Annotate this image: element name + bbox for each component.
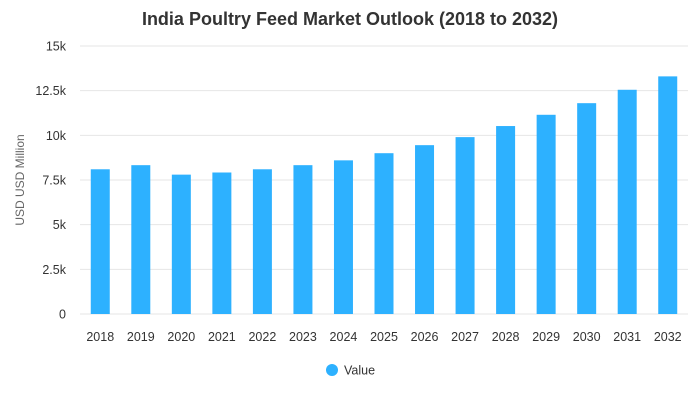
x-tick-label: 2018 [86, 330, 114, 344]
bar-2031[interactable] [617, 89, 637, 314]
x-tick-label: 2032 [654, 330, 682, 344]
legend-swatch [326, 364, 338, 376]
y-tick-label: 15k [46, 40, 67, 54]
bar-2032[interactable] [658, 76, 678, 314]
x-tick-label: 2021 [208, 330, 236, 344]
bar-2028[interactable] [496, 126, 516, 314]
x-tick-label: 2030 [573, 330, 601, 344]
bar-2021[interactable] [212, 172, 232, 314]
bar-2026[interactable] [415, 145, 435, 314]
bar-2029[interactable] [536, 114, 556, 314]
chart-title: India Poultry Feed Market Outlook (2018 … [142, 9, 558, 29]
x-tick-label: 2026 [411, 330, 439, 344]
y-axis-label: USD USD Million [13, 134, 27, 225]
x-tick-label: 2022 [248, 330, 276, 344]
y-tick-label: 10k [46, 129, 67, 143]
bar-2018[interactable] [90, 169, 110, 314]
y-tick-label: 7.5k [42, 174, 66, 188]
x-tick-label: 2025 [370, 330, 398, 344]
bar-2030[interactable] [577, 103, 597, 314]
bar-2025[interactable] [374, 153, 394, 314]
y-tick-label: 0 [59, 308, 66, 322]
y-tick-label: 2.5k [42, 263, 66, 277]
bar-2022[interactable] [252, 169, 272, 314]
y-tick-label: 12.5k [35, 84, 66, 98]
x-tick-label: 2024 [330, 330, 358, 344]
bar-2024[interactable] [333, 160, 353, 314]
legend[interactable]: Value [326, 364, 375, 378]
bar-2019[interactable] [131, 165, 151, 314]
y-tick-label: 5k [53, 218, 67, 232]
y-axis-ticks: 0 2.5k 5k 7.5k 10k 12.5k 15k [35, 40, 66, 322]
bar-2027[interactable] [455, 137, 475, 314]
x-tick-label: 2020 [167, 330, 195, 344]
x-axis-ticks: 2018 2019 2020 2021 2022 2023 2024 2025 2026 2027… [86, 330, 681, 344]
x-tick-label: 2029 [532, 330, 560, 344]
x-tick-label: 2019 [127, 330, 155, 344]
bar-2023[interactable] [293, 165, 313, 314]
x-tick-label: 2023 [289, 330, 317, 344]
legend-label: Value [344, 364, 375, 378]
bar-2020[interactable] [171, 174, 191, 314]
x-tick-label: 2028 [492, 330, 520, 344]
bars [90, 76, 678, 314]
x-tick-label: 2027 [451, 330, 479, 344]
x-tick-label: 2031 [613, 330, 641, 344]
